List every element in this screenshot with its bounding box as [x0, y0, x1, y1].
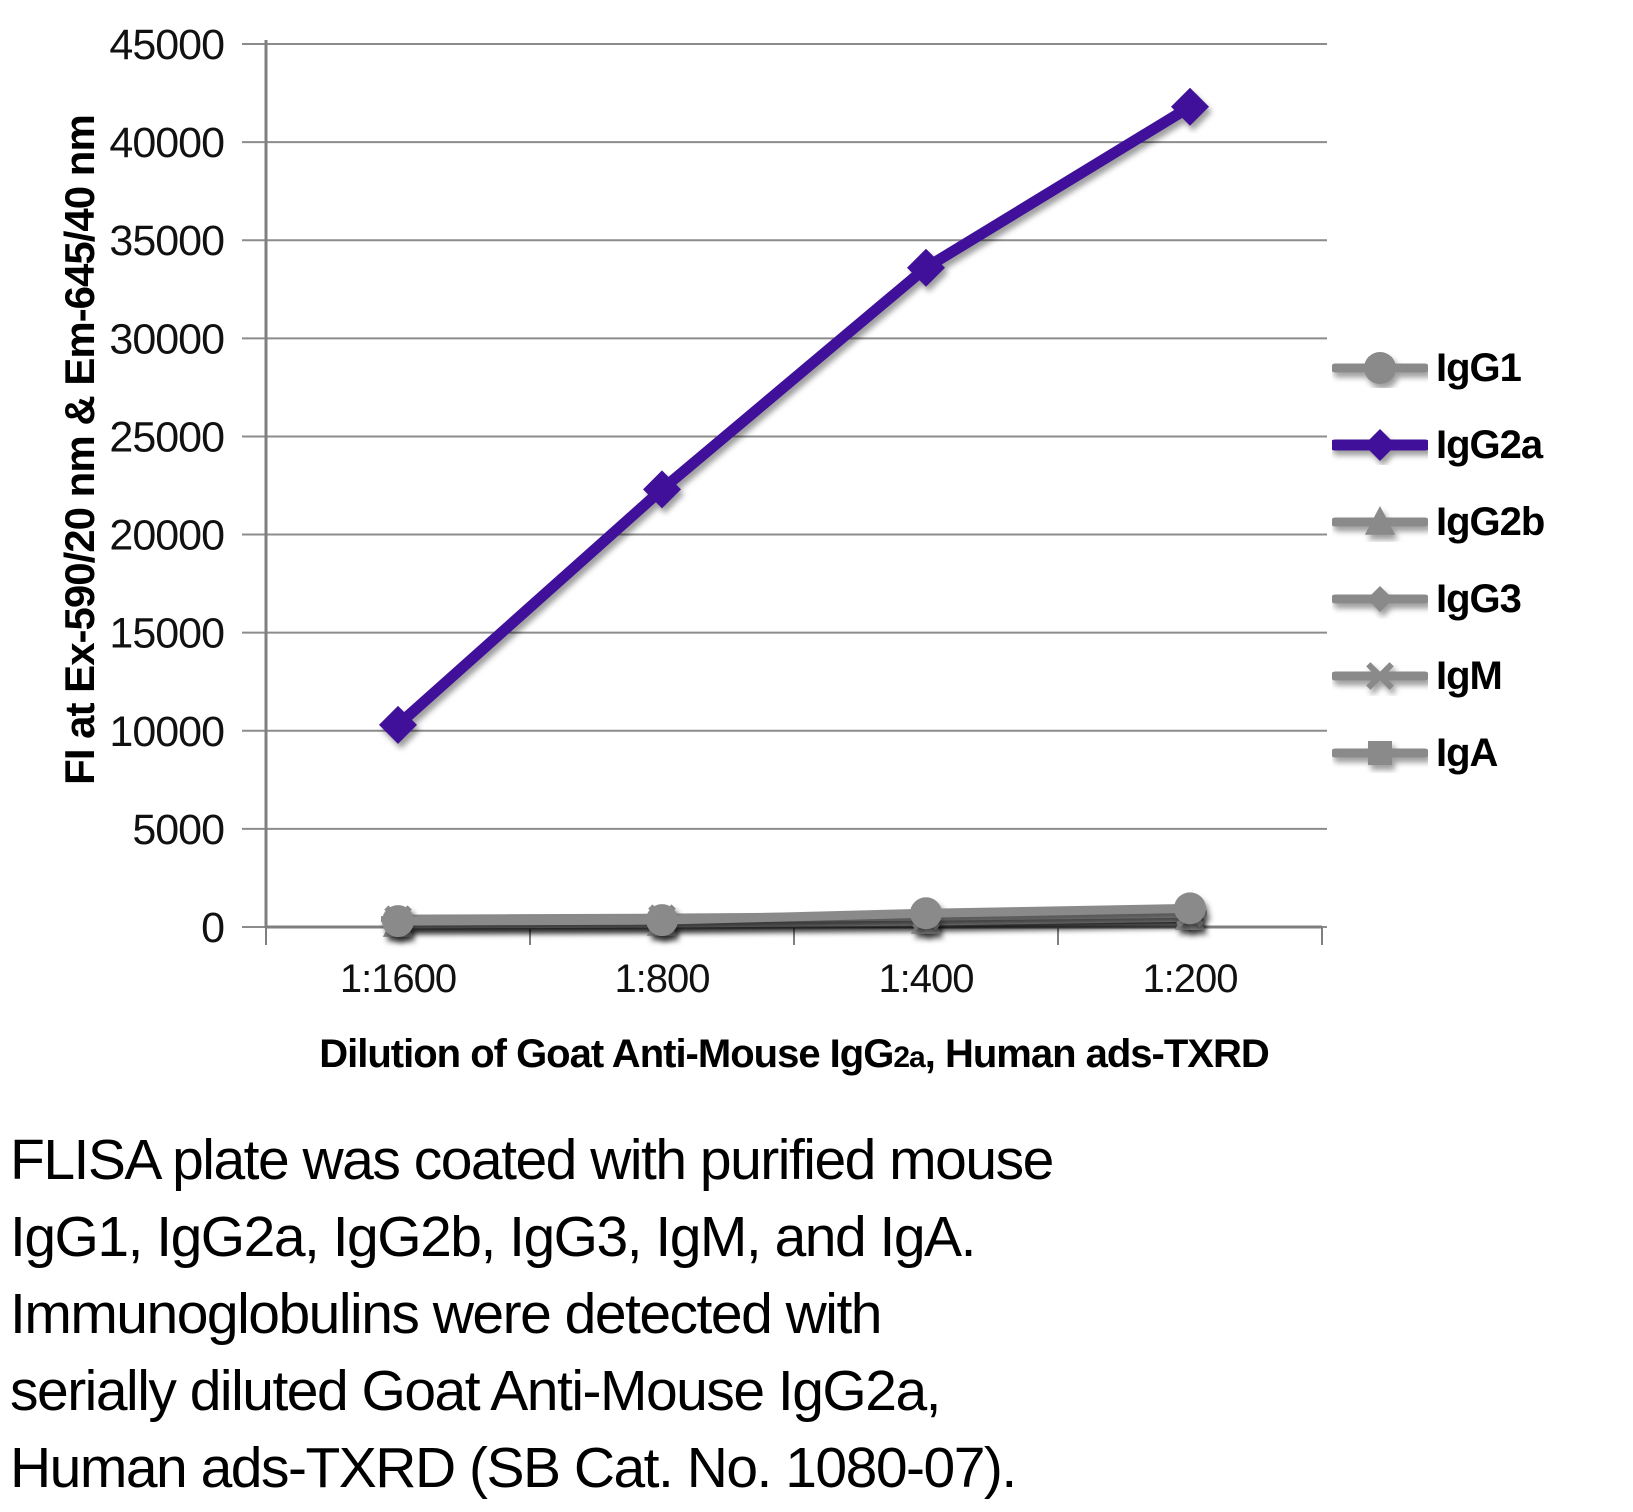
y-tick-label: 5000 [132, 806, 224, 854]
legend-item-IgA: IgA [1332, 730, 1622, 775]
legend-marker-star-icon [1332, 662, 1428, 690]
y-axis-title: FI at Ex-590/20 nm & Em-645/40 nm [56, 115, 103, 785]
series-IgG2a [379, 87, 1209, 744]
x-tick-label: 1:400 [878, 957, 973, 1001]
y-tick-label: 10000 [109, 708, 224, 756]
legend-label: IgG1 [1436, 345, 1522, 390]
x-axis-title: Dilution of Goat Anti-Mouse IgG2a, Human… [266, 1032, 1322, 1077]
legend-label: IgM [1436, 653, 1503, 698]
legend-label: IgG2a [1436, 422, 1543, 467]
legend-marker-triangle-icon [1332, 506, 1428, 535]
caption-line: IgG1, IgG2a, IgG2b, IgG3, IgM, and IgA. [10, 1205, 976, 1269]
line-chart: 0 5000 10000 15000 20000 25000 30000 35000 40000… [109, 21, 1327, 1001]
y-tick-label: 25000 [109, 413, 224, 461]
legend-label: IgG2b [1436, 499, 1545, 544]
caption-line: Immunoglobulins were detected with [10, 1282, 883, 1346]
gridlines [242, 43, 1327, 928]
y-tick-label: 0 [201, 904, 224, 952]
x-axis-title-subscript: 2a [893, 1041, 925, 1074]
caption-line: Human ads-TXRD (SB Cat. No. 1080-07). [10, 1436, 1017, 1500]
caption: FLISA plate was coated with purified mou… [10, 1122, 1410, 1507]
x-axis-title-prefix: Dilution of Goat Anti-Mouse IgG [319, 1032, 894, 1076]
caption-line: FLISA plate was coated with purified mou… [10, 1128, 1054, 1192]
legend-item-IgM: IgM [1332, 653, 1622, 698]
y-tick-label: 30000 [109, 315, 224, 363]
legend-item-IgG2a: IgG2a [1332, 422, 1622, 467]
legend-item-IgG3: IgG3 [1332, 576, 1622, 621]
legend-marker-square-icon [1332, 741, 1428, 765]
series-IgG1 [382, 892, 1206, 938]
y-tick-label: 20000 [109, 512, 224, 560]
legend-label: IgA [1436, 730, 1498, 775]
legend: IgG1 IgG2a IgG2b IgG3 IgM IgA [1332, 345, 1622, 810]
legend-item-IgG2b: IgG2b [1332, 499, 1622, 544]
y-tick-label: 15000 [109, 610, 224, 658]
legend-marker-diamond-icon [1332, 429, 1428, 461]
caption-line: serially diluted Goat Anti-Mouse IgG2a, [10, 1359, 942, 1423]
legend-item-IgG1: IgG1 [1332, 345, 1622, 390]
y-tick-label: 40000 [109, 119, 224, 167]
y-tick-label: 35000 [109, 217, 224, 265]
x-tick-label: 1:800 [614, 957, 709, 1001]
x-axis-title-suffix: , Human ads-TXRD [924, 1032, 1270, 1076]
x-tick-label: 1:1600 [340, 957, 456, 1001]
x-tick-label: 1:200 [1142, 957, 1237, 1001]
legend-marker-diamond-icon [1332, 586, 1428, 612]
legend-marker-circle-icon [1332, 352, 1428, 384]
y-tick-label: 45000 [109, 21, 224, 69]
legend-label: IgG3 [1436, 576, 1522, 621]
